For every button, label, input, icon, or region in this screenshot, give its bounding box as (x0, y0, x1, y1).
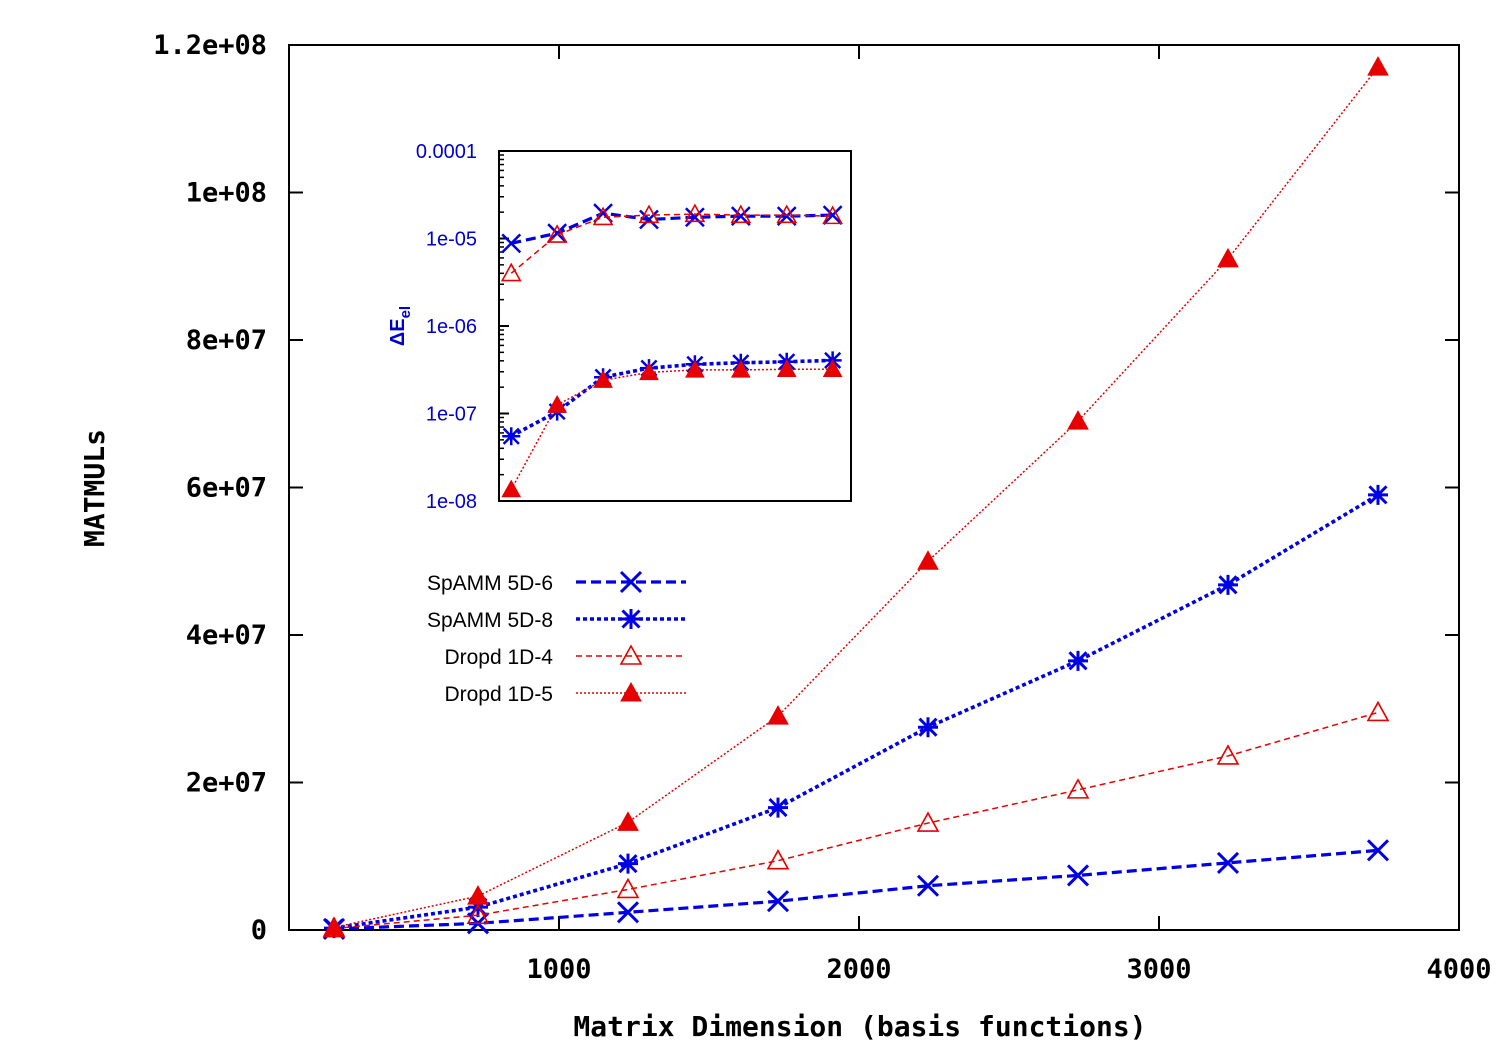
inset-data-point (822, 359, 843, 377)
data-point (1216, 851, 1240, 874)
data-point (766, 849, 790, 870)
inset-data-point (592, 206, 614, 226)
data-point (1218, 574, 1238, 595)
inset-data-point (639, 362, 659, 381)
inset-data-point (685, 207, 705, 228)
inset-data-point (501, 233, 522, 254)
data-point (916, 811, 940, 832)
inset-data-point (639, 209, 659, 230)
data-point (467, 885, 489, 905)
data-point (1068, 650, 1088, 671)
data-point (917, 550, 939, 570)
inset-series-line-dropd-1d-5 (510, 368, 833, 490)
y-tick-label: 6e+07 (186, 473, 267, 504)
data-point (916, 874, 940, 897)
inset-series (500, 203, 843, 498)
legend-marker (620, 681, 642, 702)
legend: SpAMM 5D-6 SpAMM 5D-8 Dropd 1D-4 Dropd 1D-5 (427, 570, 686, 706)
data-point (1368, 484, 1388, 505)
inset-data-point (502, 427, 521, 446)
data-point (1067, 410, 1089, 430)
inset-y-axis: 1e-08 1e-07 1e-06 1e-05 0.0001 (416, 141, 509, 513)
inset-data-point (776, 204, 798, 224)
x-tick-label: 2000 (826, 954, 891, 985)
main-y-axis: 0 2e+07 4e+07 6e+07 8e+07 1e+08 1.2e+08 (153, 30, 1459, 946)
legend-label: Dropd 1D-5 (444, 683, 553, 706)
inset-plot-frame (498, 150, 852, 502)
main-plot: 0 2e+07 4e+07 6e+07 8e+07 1e+08 1.2e+08 1000 20… (78, 30, 1492, 1043)
inset-data-point (500, 262, 522, 282)
inset-series-line-spamm-5d-6 (510, 211, 833, 245)
main-series (322, 56, 1390, 940)
y-tick-label: 0 (251, 915, 267, 946)
x-tick-label: 1000 (526, 954, 591, 985)
data-point (1366, 700, 1390, 722)
data-point (766, 890, 790, 913)
inset-data-point (547, 394, 568, 413)
data-point (466, 903, 490, 925)
inset-y-axis-label: ΔEel (387, 306, 414, 346)
legend-label: SpAMM 5D-8 (427, 609, 553, 632)
y-tick-label: 1.2e+08 (153, 30, 267, 61)
main-plot-frame (288, 44, 1460, 931)
data-point (1217, 247, 1239, 268)
data-point (918, 717, 938, 738)
legend-marker (621, 609, 641, 629)
y-tick-label: 1e+08 (186, 178, 267, 209)
inset-y-label-main: ΔE (387, 318, 409, 346)
main-x-axis: 1000 2000 3000 4000 (526, 45, 1492, 985)
data-point (768, 797, 788, 818)
inset-y-tick-label: 1e-07 (426, 404, 477, 426)
y-tick-label: 8e+07 (186, 325, 267, 356)
inset-data-point (776, 359, 797, 377)
x-tick-label: 4000 (1426, 954, 1491, 985)
inset-data-point (546, 224, 568, 243)
inset-y-tick-label: 1e-06 (426, 316, 477, 338)
inset-plot: 1e-08 1e-07 1e-06 1e-05 0.0001 ΔEel (387, 141, 852, 513)
inset-data-point (730, 359, 751, 378)
x-axis-label: Matrix Dimension (basis functions) (573, 1010, 1146, 1043)
legend-marker (619, 570, 643, 594)
data-point (616, 901, 640, 924)
y-axis-label: MATMULs (78, 429, 111, 547)
data-point (618, 853, 638, 874)
inset-data-point (638, 204, 660, 224)
data-point (617, 811, 639, 831)
series-line-dropd-1d-5 (333, 66, 1379, 929)
inset-y-tick-label: 0.0001 (416, 141, 477, 163)
inset-y-tick-label: 1e-05 (426, 229, 477, 251)
inset-data-point (593, 370, 613, 388)
legend-label: SpAMM 5D-6 (427, 572, 553, 595)
y-tick-label: 4e+07 (186, 620, 267, 651)
data-point (1216, 744, 1240, 765)
series-line-dropd-1d-4 (333, 711, 1379, 930)
legend-marker (619, 644, 643, 665)
inset-data-point (684, 203, 706, 223)
series-line-spamm-5d-6 (333, 848, 1379, 931)
inset-y-label-sub: el (397, 306, 414, 319)
data-point (767, 705, 789, 725)
inset-data-point (822, 205, 843, 225)
data-point (323, 916, 345, 936)
series-line-spamm-5d-8 (333, 493, 1379, 930)
legend-label: Dropd 1D-4 (444, 646, 553, 669)
x-tick-label: 3000 (1126, 954, 1191, 985)
data-point (616, 877, 640, 899)
inset-series-line-dropd-1d-4 (510, 213, 833, 274)
inset-y-tick-label: 1e-08 (426, 491, 477, 513)
y-tick-label: 2e+07 (186, 768, 267, 799)
data-point (1066, 864, 1090, 887)
inset-data-point (501, 479, 522, 498)
data-point (468, 897, 488, 918)
inset-data-point (822, 205, 843, 226)
data-point (1066, 778, 1090, 799)
inset-data-point (685, 359, 705, 378)
data-point (1367, 56, 1389, 76)
inset-data-point (730, 204, 752, 224)
data-point (1366, 839, 1390, 862)
